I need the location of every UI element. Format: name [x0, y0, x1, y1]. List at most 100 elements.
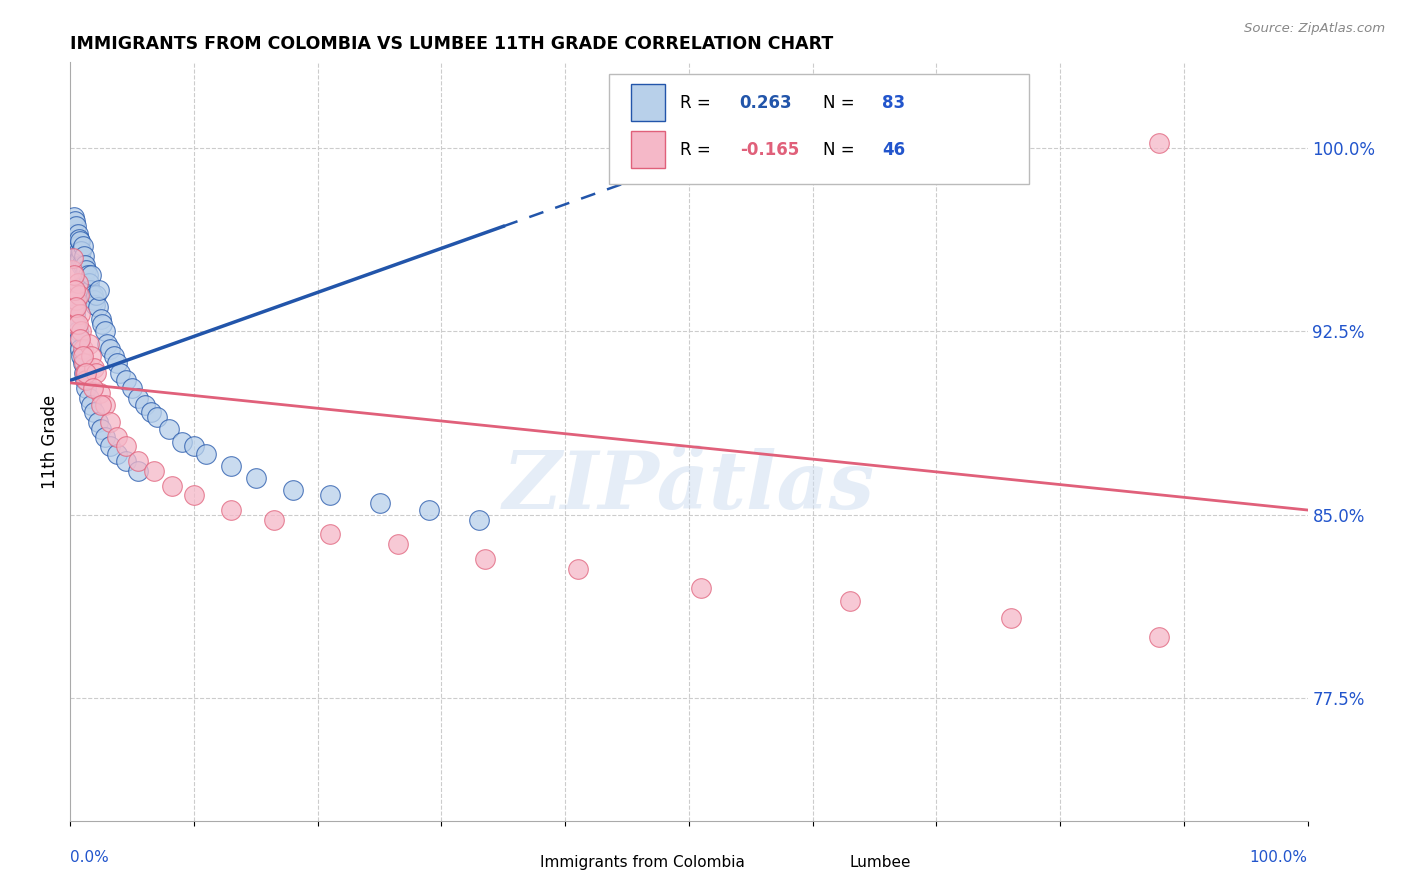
Text: ZIPätlas: ZIPätlas [503, 449, 875, 525]
Point [96, 336, 118, 351]
Text: 83: 83 [882, 94, 905, 112]
Point [62, 219, 84, 234]
Text: IMMIGRANTS FROM COLOMBIA VS LUMBEE 11TH GRADE CORRELATION CHART: IMMIGRANTS FROM COLOMBIA VS LUMBEE 11TH … [70, 35, 834, 53]
Point [127, 391, 149, 405]
Point [219, 458, 242, 473]
Point [75, 366, 97, 380]
Point [195, 447, 218, 461]
Point [65, 300, 87, 314]
Point [108, 366, 131, 380]
Point [690, 582, 713, 596]
Point [77, 391, 100, 405]
Point [319, 527, 342, 541]
Point [1147, 630, 1170, 644]
Point [77, 276, 100, 290]
Point [63, 210, 86, 224]
Point [160, 478, 183, 492]
Text: -0.165: -0.165 [740, 141, 799, 159]
Point [170, 434, 193, 449]
Point [70, 349, 93, 363]
Point [65, 293, 87, 307]
Point [838, 593, 860, 607]
Point [143, 464, 166, 478]
Point [1000, 610, 1022, 624]
Point [1147, 136, 1170, 150]
Point [67, 332, 90, 346]
Point [73, 268, 96, 283]
Text: N =: N = [823, 141, 855, 159]
Point [80, 398, 103, 412]
Point [127, 464, 149, 478]
Text: 46: 46 [882, 141, 905, 159]
FancyBboxPatch shape [813, 851, 838, 874]
Point [67, 287, 90, 301]
Text: Lumbee: Lumbee [849, 855, 911, 870]
Point [121, 381, 143, 395]
Point [66, 325, 89, 339]
Text: R =: R = [681, 141, 711, 159]
Point [418, 503, 440, 517]
Point [65, 219, 87, 234]
Point [368, 496, 391, 510]
Point [127, 454, 149, 468]
Point [69, 234, 91, 248]
Point [105, 356, 128, 370]
Point [65, 317, 87, 331]
Point [65, 307, 87, 321]
Point [105, 430, 128, 444]
Point [98, 342, 121, 356]
Point [82, 381, 104, 395]
Point [87, 283, 110, 297]
Point [146, 410, 169, 425]
Point [63, 300, 86, 314]
Point [90, 312, 112, 326]
Point [84, 366, 107, 380]
Text: R =: R = [681, 94, 711, 112]
Point [73, 366, 96, 380]
Point [105, 447, 128, 461]
Point [83, 405, 105, 419]
Y-axis label: 11th Grade: 11th Grade [41, 394, 59, 489]
Point [474, 552, 496, 566]
Point [67, 231, 90, 245]
FancyBboxPatch shape [609, 74, 1029, 184]
Point [387, 537, 409, 551]
FancyBboxPatch shape [631, 85, 665, 120]
Point [83, 361, 105, 376]
Point [82, 287, 104, 301]
Point [70, 244, 93, 258]
Point [66, 227, 89, 241]
Point [98, 439, 121, 453]
Point [66, 276, 89, 290]
Point [73, 249, 96, 263]
Point [76, 268, 98, 283]
Point [75, 381, 97, 395]
Point [134, 398, 156, 412]
Point [115, 454, 138, 468]
Point [98, 415, 121, 429]
Point [157, 422, 180, 436]
Point [75, 259, 97, 273]
Point [94, 430, 117, 444]
Point [66, 239, 89, 253]
FancyBboxPatch shape [631, 131, 665, 168]
Point [467, 513, 489, 527]
Point [77, 336, 100, 351]
Point [90, 398, 112, 412]
Point [73, 356, 96, 370]
Point [60, 263, 83, 277]
Point [94, 398, 117, 412]
Point [319, 488, 342, 502]
Point [67, 244, 90, 258]
Point [75, 373, 97, 387]
Point [72, 349, 94, 363]
Point [72, 239, 94, 253]
Point [69, 332, 91, 346]
Point [84, 297, 107, 311]
Point [245, 471, 267, 485]
Point [115, 373, 138, 387]
Point [86, 415, 108, 429]
Point [79, 283, 101, 297]
Point [91, 317, 114, 331]
Point [80, 268, 103, 283]
